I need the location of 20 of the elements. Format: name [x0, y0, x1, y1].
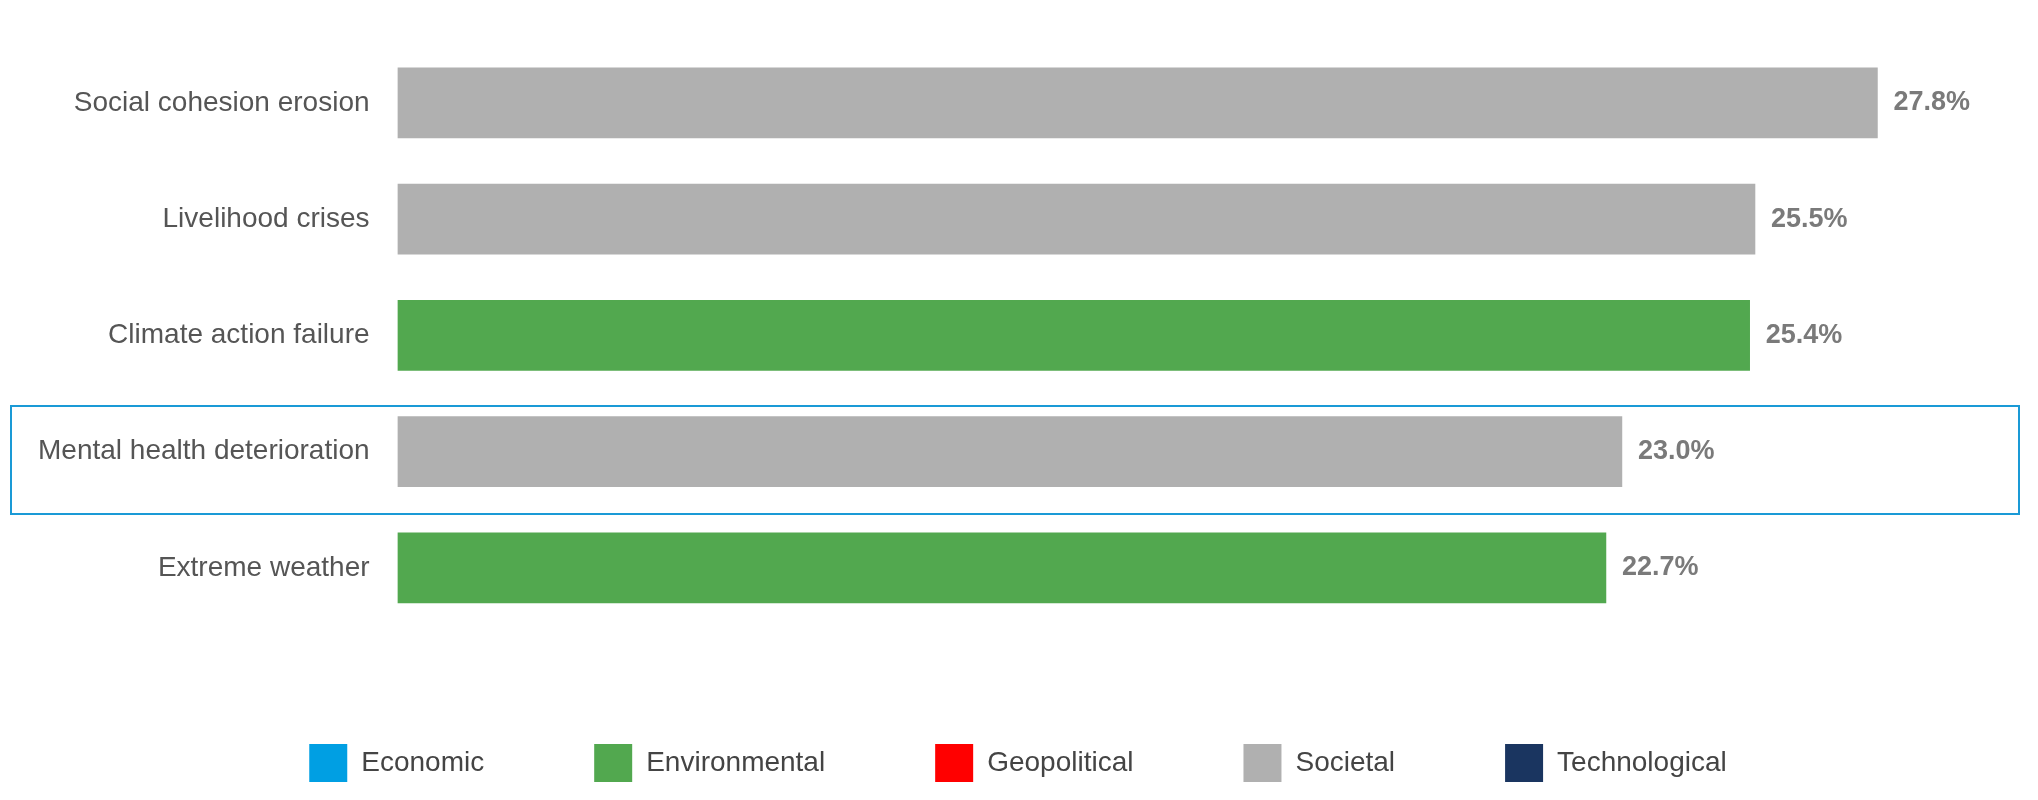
- legend-label: Geopolitical: [987, 745, 1134, 777]
- bar: [397, 532, 1607, 604]
- bar: [397, 183, 1756, 255]
- y-tick-label: Extreme weather: [157, 550, 370, 582]
- y-tick-label: Livelihood crises: [162, 201, 370, 233]
- data-label: 27.8%: [1893, 86, 1970, 117]
- bar: [397, 67, 1878, 139]
- legend-label: Societal: [1295, 745, 1396, 777]
- y-tick-label: Mental health deterioration: [38, 434, 370, 466]
- data-label: 25.5%: [1770, 202, 1848, 233]
- data-label: 25.4%: [1765, 318, 1843, 349]
- data-label: 23.0%: [1637, 435, 1715, 466]
- data-label: 22.7%: [1621, 551, 1699, 582]
- legend-label: Environmental: [646, 745, 826, 777]
- y-tick-label: Climate action failure: [108, 318, 370, 350]
- legend-label: Economic: [361, 745, 485, 777]
- legend-label: Technological: [1557, 745, 1727, 777]
- y-tick-label: Social cohesion erosion: [73, 85, 370, 117]
- bar: [397, 416, 1623, 487]
- bar: [397, 300, 1750, 371]
